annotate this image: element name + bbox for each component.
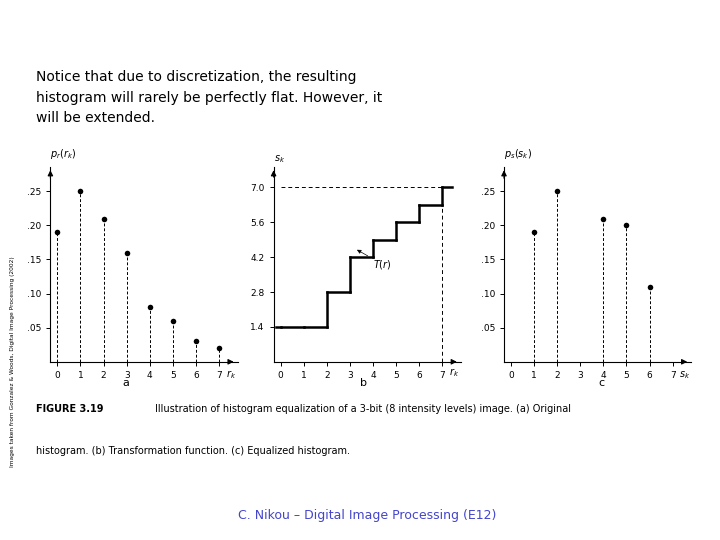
Text: a: a <box>122 379 130 388</box>
Text: Histogram Equalization (cont…): Histogram Equalization (cont…) <box>378 16 698 33</box>
Text: C. Nikou – Digital Image Processing (E12): C. Nikou – Digital Image Processing (E12… <box>238 509 496 522</box>
Text: Notice that due to discretization, the resulting
histogram will rarely be perfec: Notice that due to discretization, the r… <box>36 70 382 125</box>
Text: 26: 26 <box>13 26 37 44</box>
Text: $p_r(r_k)$: $p_r(r_k)$ <box>50 146 77 160</box>
Text: $r_k$: $r_k$ <box>449 367 459 379</box>
Text: $p_s(s_k)$: $p_s(s_k)$ <box>504 146 532 160</box>
Text: b: b <box>360 379 367 388</box>
Text: $r_k$: $r_k$ <box>225 368 235 381</box>
Text: Illustration of histogram equalization of a 3-bit (8 intensity levels) image. (a: Illustration of histogram equalization o… <box>156 404 571 415</box>
Text: FIGURE 3.19: FIGURE 3.19 <box>36 404 104 415</box>
Text: c: c <box>598 379 604 388</box>
Text: $s_k$: $s_k$ <box>274 153 285 165</box>
Text: histogram. (b) Transformation function. (c) Equalized histogram.: histogram. (b) Transformation function. … <box>36 446 350 456</box>
Text: $T(r)$: $T(r)$ <box>358 250 392 271</box>
Text: $s_k$: $s_k$ <box>679 369 690 381</box>
Text: Example: Example <box>613 47 698 65</box>
Text: Images taken from Gonzalez & Woods, Digital Image Processing (2002): Images taken from Gonzalez & Woods, Digi… <box>10 256 15 467</box>
